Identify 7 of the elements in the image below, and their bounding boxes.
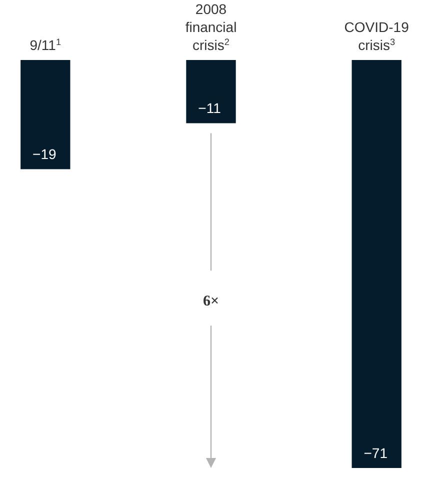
data-label: −11 bbox=[198, 100, 222, 116]
data-label: −19 bbox=[32, 146, 57, 162]
annotation: 6× bbox=[202, 294, 220, 310]
data-label: −71 bbox=[364, 445, 388, 461]
x-tick-label: 2008 financial crisis$^{2}$ bbox=[185, 1, 237, 53]
x-tick-label: 9/11$^{1}$ bbox=[30, 37, 62, 53]
x-tick-label: COVID-19 crisis$^{3}$ bbox=[344, 19, 410, 53]
